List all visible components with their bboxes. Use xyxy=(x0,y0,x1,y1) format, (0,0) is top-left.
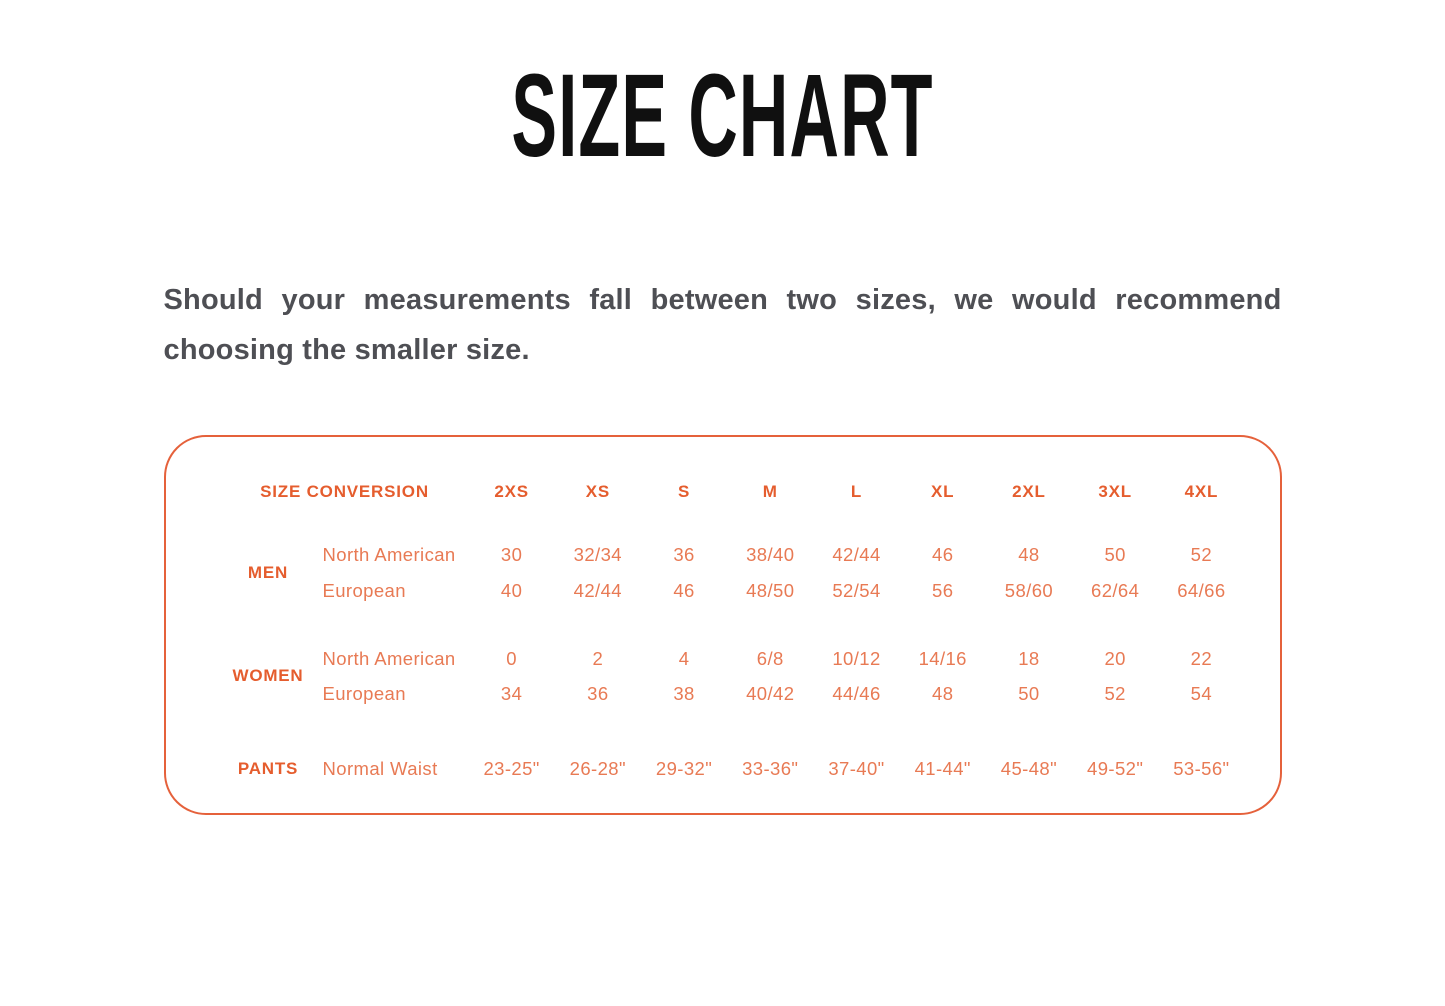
men-section: MEN North American 30 32/34 36 38/40 42/… xyxy=(221,537,1245,609)
page-title: SIZE CHART xyxy=(511,50,934,182)
size-value-cell: 56 xyxy=(932,580,954,601)
size-col-header-xl: XL xyxy=(931,482,955,501)
size-value-cell: 29-32" xyxy=(655,758,713,779)
size-value-cell: 20 xyxy=(1104,647,1126,669)
group-label-pants: PANTS xyxy=(237,759,299,778)
size-value-cell: 52 xyxy=(1190,544,1213,565)
size-value-cell: 4 xyxy=(678,647,690,669)
size-value-cell: 6/8 xyxy=(756,647,784,669)
size-value-cell: 40 xyxy=(500,580,523,601)
size-value-cell: 48 xyxy=(1018,544,1040,565)
size-col-header-s: S xyxy=(677,482,691,501)
pants-rows: Normal Waist 23-25" 26-28" 29-32" 33-36"… xyxy=(316,751,1245,787)
table-row-pants-normal-waist: Normal Waist 23-25" 26-28" 29-32" 33-36"… xyxy=(316,751,1245,787)
table-row-women-european: European 34 36 38 40/42 44/46 48 50 52 5… xyxy=(316,676,1245,711)
size-value-cell: 52/54 xyxy=(832,580,881,601)
size-value-cell: 18 xyxy=(1018,647,1040,669)
size-value-cell: 30 xyxy=(500,544,523,565)
size-value-cell: 50 xyxy=(1104,544,1126,565)
size-value-cell: 50 xyxy=(1018,682,1040,704)
row-label: European xyxy=(322,682,406,704)
size-col-header-2xl: 2XL xyxy=(1012,482,1046,501)
row-label: European xyxy=(322,580,406,601)
size-value-cell: 38/40 xyxy=(746,544,795,565)
size-value-cell: 34 xyxy=(500,682,523,704)
size-col-header-l: L xyxy=(850,482,863,501)
size-value-cell: 42/44 xyxy=(832,544,881,565)
size-value-cell: 41-44" xyxy=(914,758,971,779)
men-rows: North American 30 32/34 36 38/40 42/44 4… xyxy=(316,537,1245,609)
row-label: North American xyxy=(322,647,456,669)
size-value-cell: 40/42 xyxy=(746,682,795,704)
size-value-cell: 52 xyxy=(1104,682,1126,704)
table-row-men-north-american: North American 30 32/34 36 38/40 42/44 4… xyxy=(316,537,1245,573)
size-col-header-3xl: 3XL xyxy=(1098,482,1132,501)
size-value-cell: 33-36" xyxy=(742,758,799,779)
size-value-cell: 38 xyxy=(673,682,695,704)
table-title: SIZE CONVERSION xyxy=(260,482,429,501)
size-value-cell: 26-28" xyxy=(569,758,626,779)
size-value-cell: 36 xyxy=(673,544,695,565)
women-rows: North American 0 2 4 6/8 10/12 14/16 18 … xyxy=(316,641,1245,711)
group-label-women: WOMEN xyxy=(232,666,304,685)
size-col-header-2xs: 2XS xyxy=(494,482,529,501)
size-value-cell: 0 xyxy=(506,647,517,669)
size-value-cell: 62/64 xyxy=(1091,580,1140,601)
pants-section: PANTS Normal Waist 23-25" 26-28" 29-32" … xyxy=(221,751,1245,787)
size-value-cell: 14/16 xyxy=(918,647,967,669)
size-col-header-xs: XS xyxy=(585,482,610,501)
size-value-cell: 48/50 xyxy=(746,580,795,601)
size-col-header-m: M xyxy=(762,482,778,501)
table-row-women-north-american: North American 0 2 4 6/8 10/12 14/16 18 … xyxy=(316,641,1245,676)
size-col-header-4xl: 4XL xyxy=(1184,482,1219,501)
size-value-cell: 10/12 xyxy=(832,647,881,669)
size-value-cell: 54 xyxy=(1190,682,1213,704)
table-row-men-european: European 40 42/44 46 48/50 52/54 56 58/6… xyxy=(316,573,1245,609)
table-header-row: SIZE CONVERSION 2XS XS S M L XL 2XL 3XL … xyxy=(221,473,1245,511)
row-label: Normal Waist xyxy=(322,758,438,779)
size-value-cell: 32/34 xyxy=(573,544,622,565)
size-value-cell: 48 xyxy=(932,682,954,704)
size-value-cell: 58/60 xyxy=(1004,580,1054,601)
size-value-cell: 45-48" xyxy=(1000,758,1058,779)
size-value-cell: 46 xyxy=(673,580,695,601)
group-label-men: MEN xyxy=(247,563,289,582)
size-value-cell: 46 xyxy=(932,544,954,565)
size-value-cell: 37-40" xyxy=(828,758,885,779)
size-value-cell: 22 xyxy=(1190,647,1213,669)
row-label: North American xyxy=(322,544,456,565)
size-chart-page: SIZE CHART Should your measurements fall… xyxy=(0,57,1445,815)
intro-text: Should your measurements fall between tw… xyxy=(163,284,1282,366)
size-conversion-panel: SIZE CONVERSION 2XS XS S M L XL 2XL 3XL … xyxy=(163,435,1282,815)
size-value-cell: 49-52" xyxy=(1087,758,1144,779)
size-value-cell: 23-25" xyxy=(483,758,540,779)
size-value-cell: 64/66 xyxy=(1177,580,1226,601)
size-value-cell: 2 xyxy=(592,647,604,669)
size-value-cell: 36 xyxy=(587,682,609,704)
size-value-cell: 44/46 xyxy=(832,682,881,704)
size-value-cell: 53-56" xyxy=(1173,758,1230,779)
women-section: WOMEN North American 0 2 4 6/8 10/12 14/… xyxy=(221,641,1245,711)
size-value-cell: 42/44 xyxy=(573,580,622,601)
